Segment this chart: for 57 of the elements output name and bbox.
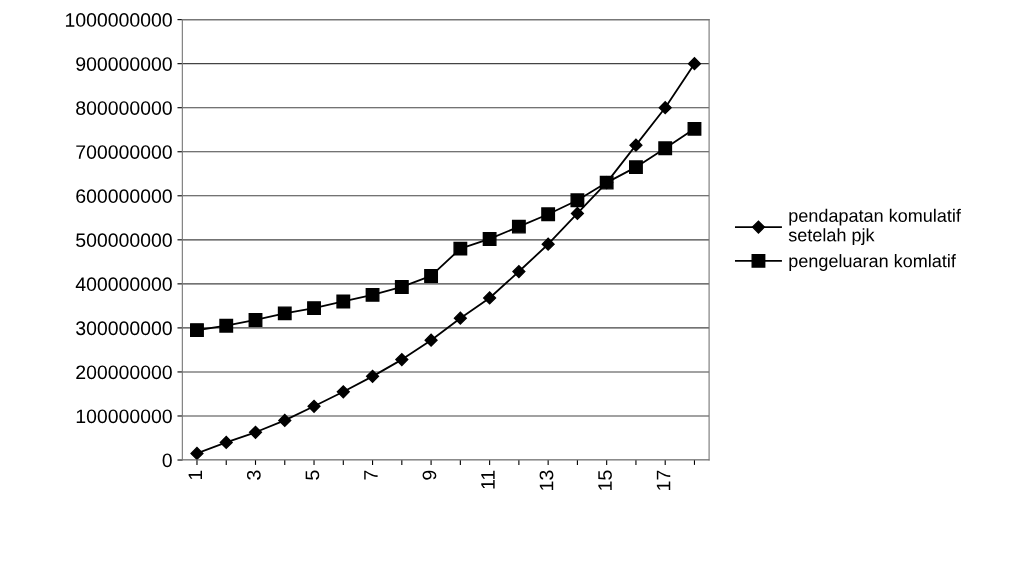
x-tick-label: 9 xyxy=(422,470,437,480)
point xyxy=(687,57,702,71)
point xyxy=(570,193,585,208)
point xyxy=(629,138,643,152)
y-tick-label: 500000000 xyxy=(76,233,172,248)
point xyxy=(570,206,584,220)
x-tick-label: 15 xyxy=(598,470,612,490)
point xyxy=(483,291,497,305)
point xyxy=(395,353,409,367)
x-tick-label: 17 xyxy=(656,470,671,490)
y-tick-label: 700000000 xyxy=(76,145,172,159)
point xyxy=(190,446,204,461)
point xyxy=(511,219,526,234)
point xyxy=(453,311,467,325)
point xyxy=(248,425,263,439)
point xyxy=(658,141,673,156)
y-tick-label: 900000000 xyxy=(76,57,172,71)
point xyxy=(190,323,204,338)
y-tick-label: 400000000 xyxy=(75,277,172,292)
point xyxy=(219,435,233,449)
point xyxy=(628,160,643,175)
point xyxy=(541,207,556,222)
x-tick-label: 5 xyxy=(305,470,320,480)
point xyxy=(394,280,409,294)
point xyxy=(336,294,351,309)
x-tick-label: 1 xyxy=(188,470,202,480)
x-tick-label: 13 xyxy=(539,470,554,490)
point xyxy=(278,413,292,427)
point xyxy=(365,369,380,383)
point xyxy=(424,268,439,283)
point xyxy=(512,264,526,279)
x-tick-label: 3 xyxy=(246,470,261,480)
point xyxy=(453,241,468,256)
point xyxy=(424,333,438,347)
x-tick-label: 11 xyxy=(481,470,495,489)
point xyxy=(277,306,292,321)
legend-label: pengeluaran komlatif xyxy=(789,254,956,271)
y-tick-label: 0 xyxy=(162,453,172,468)
y-tick-label: 300000000 xyxy=(76,321,172,336)
point xyxy=(307,399,321,413)
point xyxy=(482,232,497,246)
point xyxy=(248,313,263,327)
point xyxy=(336,385,350,399)
point xyxy=(541,237,555,251)
point xyxy=(687,121,702,136)
y-tick-label: 1000000000 xyxy=(65,13,172,27)
point xyxy=(307,301,321,316)
point xyxy=(219,318,234,333)
y-tick-label: 800000000 xyxy=(76,101,172,115)
y-tick-label: 600000000 xyxy=(76,189,172,204)
legend-label: pendapatan komulatif setelah pjk xyxy=(788,208,961,246)
point xyxy=(365,287,380,302)
point xyxy=(599,175,614,190)
y-tick-label: 200000000 xyxy=(76,365,172,380)
y-tick-label: 100000000 xyxy=(76,409,172,424)
point xyxy=(658,101,672,115)
x-tick-label: 7 xyxy=(364,470,378,480)
